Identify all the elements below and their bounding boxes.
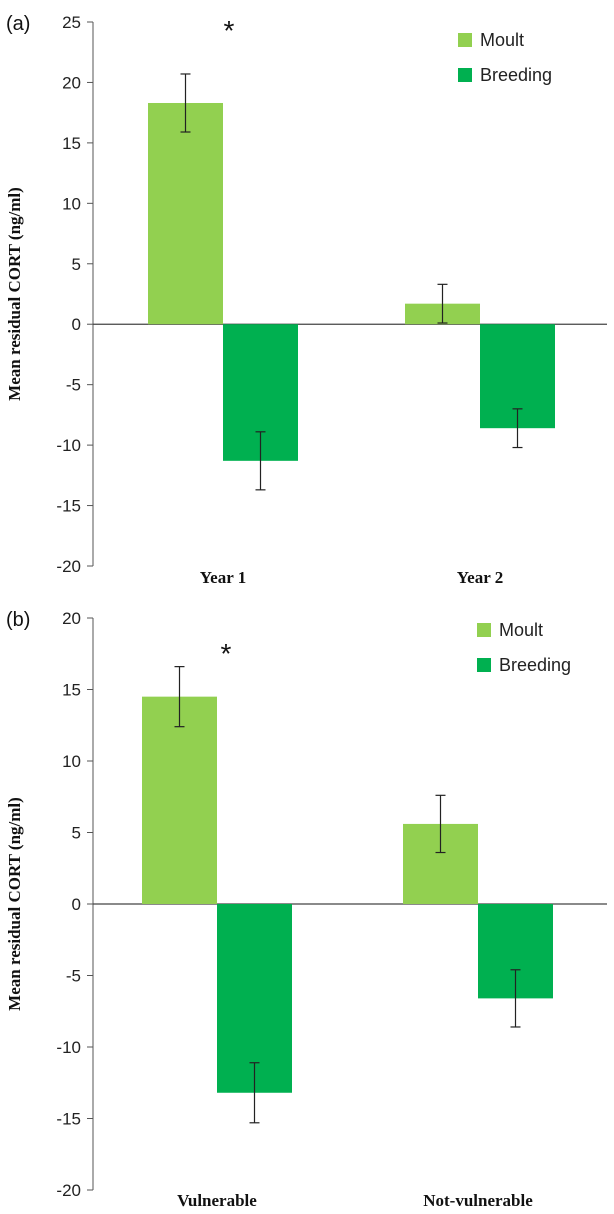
bar-moult-0 (142, 696, 217, 904)
significance-marker: * (221, 638, 232, 669)
y-tick-label: -5 (66, 967, 81, 986)
y-axis-label: Mean residual CORT (ng/ml) (5, 187, 24, 401)
panel-a-bar-chart: 25 20 15 10 5 0 -5 -10 -15 -20 Mean residual CORT … (5, 13, 607, 587)
error-bar-moult-0 (180, 73, 191, 133)
legend-label-breeding: Breeding (480, 65, 552, 85)
y-tick-label: -20 (56, 1181, 81, 1200)
y-tick-label: 20 (62, 609, 81, 628)
x-category-label: Not-vulnerable (423, 1191, 533, 1210)
y-tick-label: -5 (66, 376, 81, 395)
y-tick-label: 10 (62, 194, 81, 213)
x-category-label: Year 1 (200, 568, 246, 587)
legend-label-moult: Moult (480, 30, 524, 50)
legend-label-moult: Moult (499, 620, 543, 640)
panel-label: (a) (6, 13, 30, 35)
y-tick-label: 0 (72, 895, 81, 914)
y-tick-label: 20 (62, 73, 81, 92)
y-tick-label: -20 (56, 557, 81, 576)
y-tick-label: -15 (56, 497, 81, 516)
error-bar-breeding-0 (249, 1062, 260, 1124)
bar-breeding-0 (217, 904, 292, 1093)
error-bar-moult-0 (174, 666, 185, 728)
legend: Moult Breeding (477, 620, 571, 675)
y-tick-label: 5 (72, 824, 81, 843)
y-tick-label: 15 (62, 134, 81, 153)
significance-marker: * (224, 15, 235, 46)
y-tick-label: 25 (62, 13, 81, 32)
legend: Moult Breeding (458, 30, 552, 85)
x-category-label: Year 2 (457, 568, 503, 587)
error-bar-breeding-0 (255, 431, 266, 491)
panel-b-bar-chart: 20 15 10 5 0 -5 -10 -15 -20 Mean residual CORT (n… (5, 609, 607, 1210)
error-bar-breeding-1 (510, 969, 521, 1028)
y-tick-label: 0 (72, 315, 81, 334)
y-tick-label: 5 (72, 255, 81, 274)
error-bar-moult-1 (435, 794, 446, 854)
y-tick-label: 10 (62, 752, 81, 771)
legend-swatch-moult (458, 33, 472, 47)
y-tick-label: -10 (56, 1038, 81, 1057)
y-tick-label: -15 (56, 1110, 81, 1129)
y-axis-label: Mean residual CORT (ng/ml) (5, 797, 24, 1011)
bar-moult-0 (148, 102, 223, 325)
y-tick-label: 15 (62, 681, 81, 700)
y-tick-label: -10 (56, 436, 81, 455)
x-category-label: Vulnerable (177, 1191, 257, 1210)
legend-swatch-moult (477, 623, 491, 637)
legend-label-breeding: Breeding (499, 655, 571, 675)
legend-swatch-breeding (477, 658, 491, 672)
error-bar-moult-1 (437, 283, 448, 324)
panel-label: (b) (6, 609, 30, 631)
legend-swatch-breeding (458, 68, 472, 82)
error-bar-breeding-1 (512, 408, 523, 449)
